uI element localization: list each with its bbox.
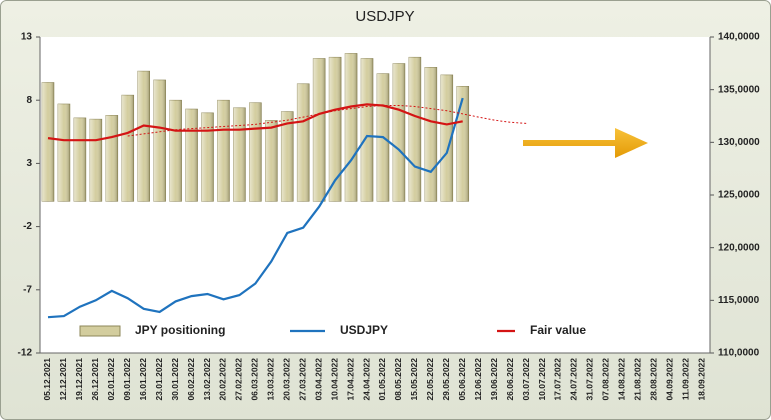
x-tick-label: 23.01.2022 [154,358,164,401]
x-tick-label: 26.06.2022 [505,358,515,401]
bar-shade [440,74,453,202]
bar-shade [153,79,166,202]
x-tick-label: 27.03.2022 [297,358,307,401]
bar-shade [249,102,262,202]
x-tick-label: 12.12.2021 [58,358,68,401]
bar-shade [297,83,310,202]
bar-shade [201,112,214,202]
bar-shade [57,103,70,202]
x-tick-label: 07.08.2022 [601,358,611,401]
line [47,103,463,142]
x-tick-label: 10.07.2022 [537,358,547,401]
x-tick-label: 03.04.2022 [313,358,323,401]
y-tick-label: -7 [23,284,32,295]
bar-shade [392,63,405,202]
x-tick-label: 29.05.2022 [441,358,451,401]
y2-tick-label: 140,0000 [718,32,760,43]
x-tick-label: 24.07.2022 [569,358,579,401]
x-tick-label: 03.07.2022 [521,358,531,401]
x-tick-label: 12.06.2022 [473,358,483,401]
x-tick-label: 28.08.2022 [648,358,658,401]
bar-shade [41,82,54,202]
bar-shade [121,95,134,202]
bar-shade [217,100,230,202]
bar-shade [408,57,421,202]
x-tick-label: 02.01.2022 [106,358,116,401]
x-tick-label: 26.12.2021 [90,358,100,401]
y2-tick-label: 125,0000 [718,190,760,201]
y2-tick-label: 130,0000 [718,137,760,148]
x-tick-label: 06.02.2022 [186,358,196,401]
x-tick-label: 15.05.2022 [409,358,419,401]
bar-shade [345,53,358,202]
plot-area [40,37,710,353]
y-tick-label: -12 [18,348,33,359]
x-tick-label: 04.09.2022 [664,358,674,401]
x-tick-label: 24.04.2022 [361,358,371,401]
bar-shade [105,115,118,202]
x-tick-label: 18.09.2022 [696,358,706,401]
legend-label: Fair value [530,323,586,337]
bar-shade [313,58,326,202]
legend-label: JPY positioning [135,323,225,337]
x-tick-label: 06.03.2022 [250,358,260,401]
y2-tick-label: 120,0000 [718,242,760,253]
x-tick-label: 17.04.2022 [345,358,355,401]
x-tick-label: 31.07.2022 [585,358,595,401]
y-tick-label: -2 [23,221,32,232]
x-tick-label: 01.05.2022 [377,358,387,401]
bar-shade [89,119,102,202]
y2-tick-label: 115,0000 [718,295,760,306]
x-tick-label: 20.03.2022 [282,358,292,401]
chart-title: USDJPY [355,8,414,25]
trend-line [127,105,527,137]
x-tick-label: 05.12.2021 [42,358,52,401]
bar-shade [265,120,278,202]
bar-shade [185,109,198,202]
bar-shade [73,117,86,202]
x-tick-label: 10.04.2022 [329,358,339,401]
x-tick-label: 27.02.2022 [234,358,244,401]
x-tick-label: 14.08.2022 [617,358,627,401]
y2-tick-label: 110,0000 [718,348,760,359]
bar-shade [233,107,246,202]
y-tick-label: 3 [26,158,32,169]
x-tick-label: 19.12.2021 [74,358,84,401]
y2-tick-label: 135,0000 [718,84,760,95]
x-tick-label: 21.08.2022 [632,358,642,401]
y-tick-label: 8 [26,95,32,106]
legend-swatch [79,325,121,337]
bar-shade [424,67,437,202]
bar-shade [169,100,182,202]
arrow [523,128,648,158]
line [47,97,464,319]
x-tick-label: 05.06.2022 [457,358,467,401]
bar-shade [456,86,469,202]
x-tick-label: 19.06.2022 [489,358,499,401]
legend-label: USDJPY [340,323,388,337]
x-tick-label: 17.07.2022 [553,358,563,401]
x-tick-label: 20.02.2022 [218,358,228,401]
x-tick-label: 09.01.2022 [122,358,132,401]
bar-shade [361,58,374,202]
bar-shade [137,71,150,202]
x-tick-label: 22.05.2022 [425,358,435,401]
bar-shade [281,111,294,202]
x-tick-label: 16.01.2022 [138,358,148,401]
x-tick-label: 08.05.2022 [393,358,403,401]
y-tick-label: 13 [21,32,33,43]
bar-shade [329,57,342,202]
x-tick-label: 11.09.2022 [680,358,690,400]
x-tick-label: 30.01.2022 [170,358,180,401]
x-tick-label: 13.02.2022 [202,358,212,401]
x-tick-label: 13.03.2022 [266,358,276,401]
